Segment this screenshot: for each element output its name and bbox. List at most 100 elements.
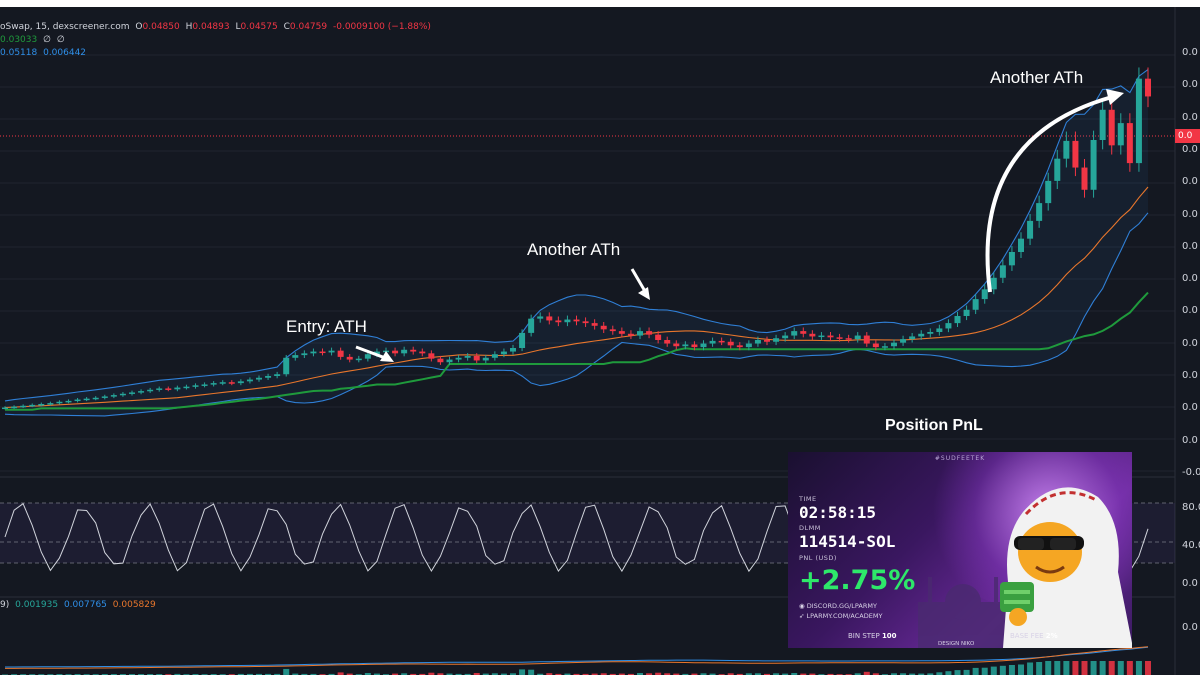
legend-open: 0.04850 <box>142 22 180 32</box>
candle-body <box>11 406 18 409</box>
candle-body <box>918 333 925 337</box>
macd-histogram-bar <box>1099 661 1106 675</box>
candle-body <box>954 316 961 324</box>
candle-body <box>156 388 163 390</box>
candle-body <box>219 382 226 384</box>
card-bin-step-value: 100 <box>881 632 897 640</box>
card-pnl-value: +2.75% <box>799 565 916 596</box>
macd-histogram-bar <box>573 673 580 675</box>
candle-body <box>500 351 507 355</box>
macd-histogram-bar <box>618 673 625 675</box>
rocket-icon: ➶ <box>799 612 805 620</box>
indicator-lines <box>4 69 1149 417</box>
macd-histogram-bar <box>464 673 471 675</box>
legend-close: 0.04759 <box>289 22 328 32</box>
macd-histogram-bar <box>609 673 616 675</box>
legend-blue-value1: 0.05118 <box>0 48 38 58</box>
macd-histogram-bar <box>782 673 789 675</box>
macd-histogram-bar <box>428 672 435 675</box>
macd-histogram-bar <box>773 673 780 675</box>
rsi-axis-label: 40.0 <box>1182 540 1200 551</box>
macd-histogram-bar <box>673 673 680 675</box>
candle-body <box>818 335 825 338</box>
macd-histogram-bar <box>990 666 997 675</box>
macd-histogram-bar <box>591 673 598 675</box>
candle-body <box>491 354 498 358</box>
bollinger-band-fill <box>5 69 1148 416</box>
candle-body <box>809 333 816 337</box>
legend-macd-line: 0.007765 <box>63 600 107 610</box>
candle-body <box>47 403 54 405</box>
legend-green-extra1: ∅ <box>43 35 51 45</box>
card-pair: 114514-SOL <box>799 532 896 551</box>
macd-histogram-bar <box>491 673 498 675</box>
macd-histogram-bar <box>863 671 870 675</box>
annotation-another-ath-2: Another ATh <box>990 68 1084 87</box>
candle-body <box>201 384 208 386</box>
candle-body <box>410 349 417 352</box>
candle-body <box>183 386 190 389</box>
candle-body <box>455 357 462 360</box>
macd-histogram-bar <box>754 673 761 675</box>
legend-close-label: C <box>283 22 290 32</box>
candle-body <box>92 397 99 400</box>
legend-macd-label: 9) <box>0 600 10 610</box>
candle-body <box>101 396 108 398</box>
price-axis-label: -0.0 <box>1182 466 1200 478</box>
macd-histogram-bar <box>446 673 453 675</box>
macd-histogram-bar <box>1063 661 1070 675</box>
candle-body <box>56 401 63 404</box>
candle-body <box>537 316 544 319</box>
card-academy-text: LPARMY.COM/ACADEMY <box>806 612 883 620</box>
candle-body <box>709 340 716 344</box>
candle-body <box>754 340 761 344</box>
candle-body <box>655 334 662 340</box>
candle-body <box>437 358 444 363</box>
candle-body <box>65 400 72 403</box>
macd-histogram-bar <box>809 673 816 675</box>
candle-body <box>836 337 843 339</box>
candle-body <box>192 385 199 387</box>
legend-macd-hist: 0.001935 <box>15 600 59 610</box>
candle-body <box>827 335 834 338</box>
card-dlmm-label: DLMM <box>799 524 821 532</box>
price-axis-label: 0.0 <box>1182 47 1198 58</box>
card-discord-text: DISCORD.GG/LPARMY <box>806 602 877 610</box>
macd-histogram-bar <box>274 673 281 675</box>
candle-body <box>600 325 607 330</box>
macd-histogram-bar <box>473 673 480 675</box>
candle-body <box>682 344 689 347</box>
candles <box>2 67 1151 410</box>
candle-body <box>700 343 707 348</box>
candle-body <box>510 348 516 352</box>
pnl-card: #SUDFEETEK TIME 02:58:15 DLMM 114514-SOL… <box>788 452 1132 648</box>
candle-body <box>83 398 90 401</box>
candle-body <box>1117 123 1124 146</box>
macd-histogram-bar <box>800 673 807 675</box>
macd-histogram-bar <box>918 673 925 675</box>
macd-histogram-bar <box>764 673 770 675</box>
macd-histogram-bar <box>500 673 507 675</box>
candle-body <box>863 335 870 344</box>
macd-histogram-bar <box>691 673 698 675</box>
candle-body <box>346 356 353 360</box>
macd-histogram-bar <box>1008 665 1015 675</box>
macd-axis-label: 0.0 <box>1182 622 1198 633</box>
macd-histogram-bar <box>827 673 834 675</box>
ath-arrowhead-2 <box>1106 89 1124 105</box>
macd-histogram-bar <box>1036 662 1043 675</box>
candle-body <box>138 391 145 393</box>
macd-histogram-bar <box>909 673 916 675</box>
candle-body <box>1072 140 1079 168</box>
bollinger-upper-line <box>4 69 1149 402</box>
candle-body <box>419 351 426 354</box>
candle-body <box>265 376 272 378</box>
price-axis-label: 0.0 <box>1182 273 1198 285</box>
candle-body <box>791 331 798 336</box>
card-bin-step-label: BIN STEP <box>848 632 880 640</box>
macd-histogram-bar <box>1027 662 1034 675</box>
macd-histogram-bar <box>1145 661 1151 675</box>
candle-body <box>646 331 653 335</box>
macd-histogram-bar <box>482 673 489 675</box>
candle-body <box>582 321 589 324</box>
